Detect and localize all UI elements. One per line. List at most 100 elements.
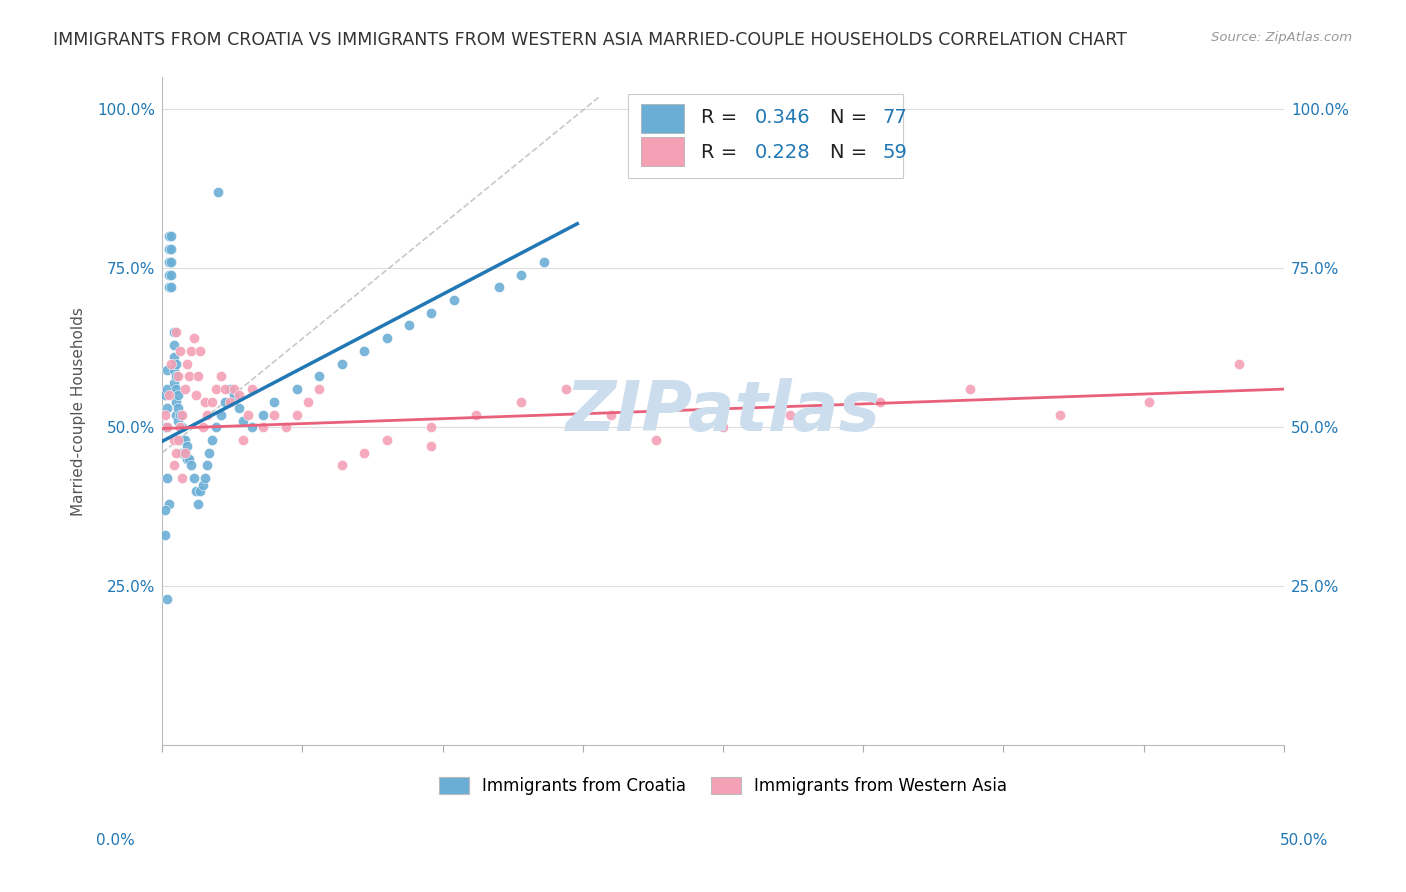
Point <box>263 408 285 422</box>
Point <box>167 433 190 447</box>
Point <box>236 408 259 422</box>
Point <box>353 446 375 460</box>
Point <box>162 325 184 339</box>
Point <box>222 388 245 402</box>
Point <box>1049 408 1071 422</box>
Point <box>165 369 187 384</box>
Text: 50.0%: 50.0% <box>1281 833 1329 847</box>
Point <box>169 343 191 358</box>
Point <box>600 408 623 422</box>
Point <box>172 433 194 447</box>
Point <box>869 394 891 409</box>
Point <box>198 446 221 460</box>
Point <box>183 331 205 345</box>
Point <box>165 357 187 371</box>
Point <box>209 369 232 384</box>
Text: IMMIGRANTS FROM CROATIA VS IMMIGRANTS FROM WESTERN ASIA MARRIED-COUPLE HOUSEHOLD: IMMIGRANTS FROM CROATIA VS IMMIGRANTS FR… <box>53 31 1128 49</box>
Point <box>162 337 184 351</box>
Point <box>160 242 183 256</box>
Point <box>420 306 443 320</box>
Point <box>156 420 179 434</box>
Point <box>644 433 666 447</box>
Point <box>375 433 398 447</box>
Point <box>191 420 214 434</box>
Text: R =: R = <box>700 144 744 162</box>
Point <box>160 357 183 371</box>
Point <box>165 394 187 409</box>
Point <box>153 503 176 517</box>
FancyBboxPatch shape <box>641 103 683 133</box>
Point <box>207 185 229 199</box>
Point <box>214 382 236 396</box>
Point <box>190 343 212 358</box>
Point <box>218 394 240 409</box>
Point <box>191 477 214 491</box>
Point <box>173 382 195 396</box>
Point <box>162 351 184 365</box>
FancyBboxPatch shape <box>627 95 903 178</box>
Point <box>779 408 801 422</box>
Point <box>156 420 179 434</box>
Point <box>297 394 319 409</box>
Point <box>179 369 201 384</box>
Point <box>195 458 218 473</box>
Point <box>157 229 180 244</box>
Point <box>179 452 201 467</box>
Point <box>274 420 297 434</box>
Point <box>156 363 179 377</box>
Point <box>156 401 179 416</box>
Point <box>173 446 195 460</box>
Point <box>162 458 184 473</box>
Point <box>165 325 187 339</box>
Point <box>157 255 180 269</box>
Point <box>555 382 578 396</box>
Point <box>190 483 212 498</box>
Point <box>184 388 207 402</box>
Point <box>205 420 228 434</box>
Text: 59: 59 <box>883 144 907 162</box>
Text: N =: N = <box>830 108 873 127</box>
Point <box>160 268 183 282</box>
Point <box>165 382 187 396</box>
Text: 0.0%: 0.0% <box>96 833 135 847</box>
Point <box>533 255 555 269</box>
Text: N =: N = <box>830 144 873 162</box>
Point <box>375 331 398 345</box>
Point <box>157 388 180 402</box>
Point <box>180 343 202 358</box>
Point <box>420 439 443 453</box>
Point <box>194 471 217 485</box>
Point <box>157 497 180 511</box>
Point <box>156 382 179 396</box>
Point <box>222 382 245 396</box>
Point <box>160 255 183 269</box>
Point <box>180 458 202 473</box>
Point <box>183 471 205 485</box>
Point <box>252 408 274 422</box>
Point <box>173 433 195 447</box>
Point <box>169 420 191 434</box>
Point <box>153 420 176 434</box>
Point <box>160 280 183 294</box>
Point <box>173 446 195 460</box>
Point <box>157 280 180 294</box>
Text: Source: ZipAtlas.com: Source: ZipAtlas.com <box>1212 31 1353 45</box>
Point <box>176 439 198 453</box>
Point <box>201 433 224 447</box>
Point <box>167 401 190 416</box>
Point <box>205 382 228 396</box>
Point <box>959 382 981 396</box>
Point <box>488 280 510 294</box>
Text: 77: 77 <box>883 108 907 127</box>
Point <box>176 452 198 467</box>
Point <box>263 394 285 409</box>
Point <box>172 446 194 460</box>
Point <box>510 394 533 409</box>
Point <box>157 268 180 282</box>
Point <box>169 420 191 434</box>
Point <box>187 369 209 384</box>
Point <box>156 471 179 485</box>
Point <box>228 401 250 416</box>
Text: 0.228: 0.228 <box>755 144 810 162</box>
Point <box>160 229 183 244</box>
